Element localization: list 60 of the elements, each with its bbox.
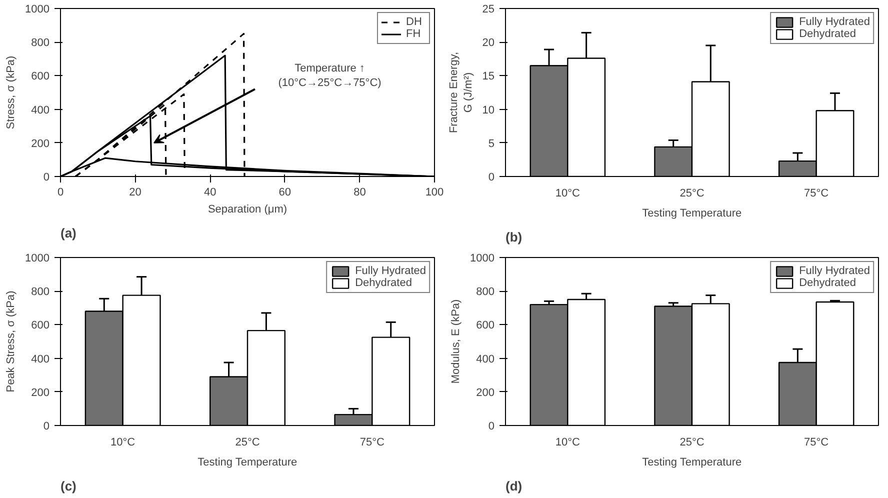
legend-label: Dehydrated bbox=[355, 277, 412, 289]
x-tick-label: 20 bbox=[129, 186, 142, 198]
text: (b) bbox=[506, 230, 522, 244]
y-tick-label: 5 bbox=[488, 138, 495, 150]
y-tick-label: 10 bbox=[482, 104, 495, 116]
text: (c) bbox=[60, 478, 76, 494]
x-tick-label: 75°C bbox=[360, 436, 385, 448]
legend-label: Dehydrated bbox=[799, 277, 856, 289]
legend-label: Fully Hydrated bbox=[355, 265, 426, 277]
x-tick-label: 80 bbox=[354, 186, 366, 198]
x-tick-label: 10°C bbox=[555, 436, 580, 448]
legend-label: FH bbox=[406, 28, 422, 40]
annotation: Temperature ↑ (10°C→25°C→75°C) bbox=[278, 62, 382, 90]
y-tick-label: 200 bbox=[31, 386, 50, 399]
y-axis-title: Peak Stress, σ (kPa) bbox=[5, 290, 18, 392]
y-axis-title: Fracture Energy, G (J/m²) bbox=[448, 52, 474, 134]
x-tick-label: 25°C bbox=[680, 188, 704, 200]
x-tick-label: 10°C bbox=[110, 436, 136, 448]
text: (d) bbox=[506, 478, 522, 494]
y-tick-label: 1000 bbox=[25, 252, 50, 264]
x-tick-label: 60 bbox=[278, 186, 292, 198]
x-axis-title: Testing Temperature bbox=[198, 456, 298, 468]
y-tick-label: 0 bbox=[43, 420, 50, 432]
x-tick-label: 100 bbox=[425, 186, 444, 198]
y-tick-label: 20 bbox=[482, 37, 495, 50]
x-tick-label: 10°C bbox=[555, 188, 580, 200]
x-axis-title: Separation (μm) bbox=[208, 204, 288, 216]
y-tick-label: 800 bbox=[31, 37, 50, 50]
y-tick-label: 15 bbox=[482, 70, 495, 83]
x-tick-label: 25°C bbox=[680, 436, 704, 448]
y-tick-label: 600 bbox=[476, 320, 495, 332]
y-tick-label: 600 bbox=[31, 70, 50, 83]
y-axis-title: Modulus, E (kPa) bbox=[450, 299, 462, 384]
y-tick-label: 0 bbox=[43, 172, 50, 184]
y-tick-label: 25 bbox=[482, 4, 495, 16]
x-axis-title: Testing Temperature bbox=[642, 456, 742, 468]
legend-label: Dehydrated bbox=[799, 28, 856, 40]
x-tick-label: 75°C bbox=[804, 188, 829, 200]
y-tick-label: 0 bbox=[488, 172, 495, 184]
x-tick-label: 40 bbox=[204, 186, 216, 198]
y-tick-label: 1000 bbox=[25, 4, 50, 16]
text: (a) bbox=[60, 226, 76, 240]
y-tick-label: 1000 bbox=[470, 252, 495, 264]
y-tick-label: 600 bbox=[31, 320, 50, 332]
y-tick-label: 200 bbox=[31, 138, 50, 150]
y-tick-label: 400 bbox=[31, 353, 50, 366]
y-axis-title: Stress, σ (kPa) bbox=[5, 56, 18, 130]
y-tick-label: 0 bbox=[488, 420, 495, 432]
x-axis-title: Testing Temperature bbox=[642, 208, 742, 220]
x-tick-label: 25°C bbox=[235, 436, 260, 448]
y-tick-label: 200 bbox=[476, 386, 495, 399]
legend-label: Fully Hydrated bbox=[799, 16, 870, 28]
x-tick-label: 0 bbox=[57, 186, 64, 198]
x-tick-label: 75°C bbox=[804, 436, 829, 448]
legend-label: Fully Hydrated bbox=[799, 265, 870, 277]
y-tick-label: 400 bbox=[31, 104, 50, 116]
y-tick-label: 800 bbox=[31, 286, 50, 298]
y-tick-label: 800 bbox=[476, 286, 495, 298]
legend-label: DH bbox=[406, 16, 423, 28]
y-tick-label: 400 bbox=[476, 353, 495, 366]
